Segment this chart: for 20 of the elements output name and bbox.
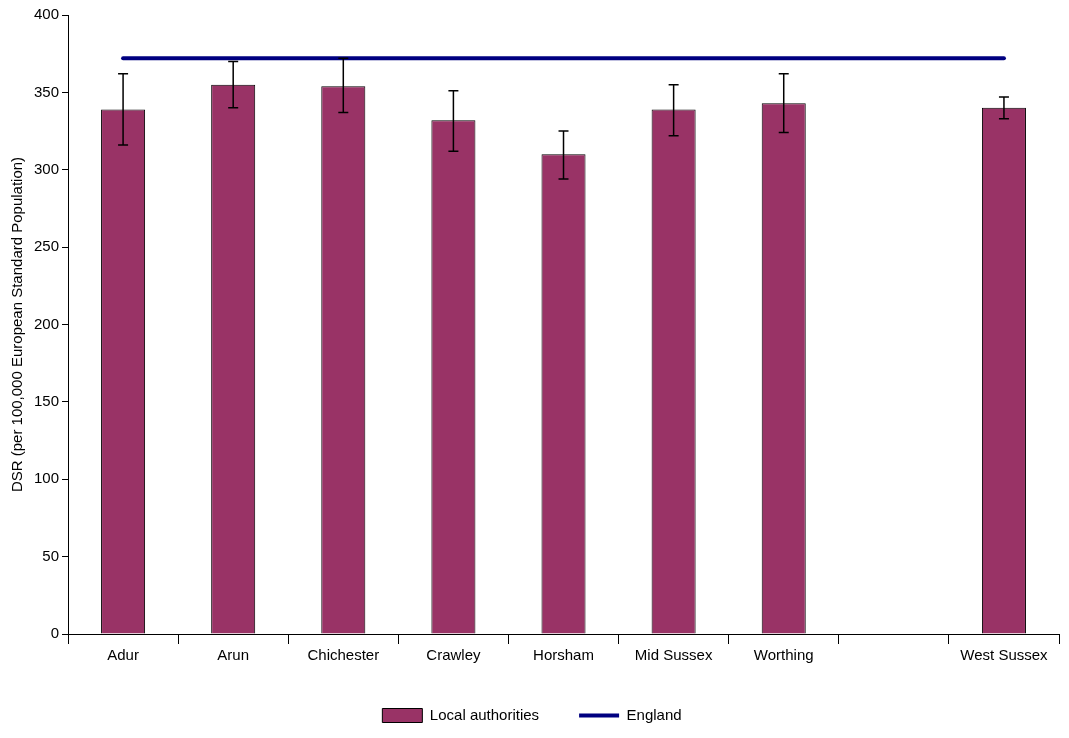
x-tick-label: Horsham [533,646,594,664]
y-tick-label: 50 [42,546,60,564]
legend-label: England [626,705,682,723]
y-axis-title: DSR (per 100,000 European Standard Population) [8,156,26,493]
y-tick-label: 150 [34,392,60,410]
y-tick-label: 0 [50,624,60,642]
y-tick-label: 250 [34,237,60,255]
x-tick-label: Arun [217,646,250,664]
x-tick-label: Crawley [426,646,481,664]
x-tick-label: Adur [107,646,139,664]
y-tick-label: 200 [34,314,60,332]
y-tick-label: 350 [34,82,60,100]
x-tick-label: Chichester [307,646,380,664]
x-tick-label: Mid Sussex [634,646,713,664]
y-tick-label: 100 [34,469,60,487]
x-tick-label: West Sussex [960,646,1049,664]
y-tick-label: 400 [34,5,60,23]
legend-label: Local authorities [429,705,540,723]
x-tick-label: Worthing [753,646,814,664]
y-tick-label: 300 [34,159,60,177]
